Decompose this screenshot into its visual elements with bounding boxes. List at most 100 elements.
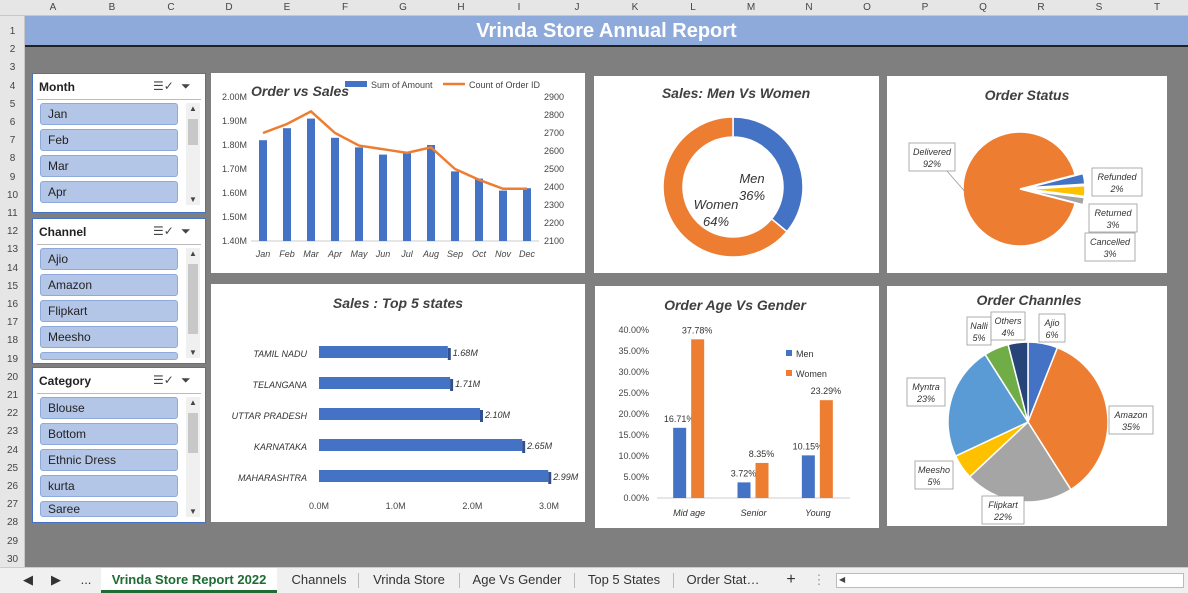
horizontal-scrollbar[interactable]: ◀: [836, 573, 1184, 588]
multi-select-icon[interactable]: ☰✓: [153, 373, 174, 387]
clear-filter-icon[interactable]: ⏷: [181, 373, 191, 387]
slicer-item-bottom[interactable]: Bottom: [40, 423, 178, 445]
row-header-5[interactable]: 5: [9, 98, 16, 110]
category-scrollbar[interactable]: ▲ ▼: [186, 397, 200, 517]
row-header-14[interactable]: 14: [6, 262, 19, 274]
column-header-a[interactable]: A: [49, 2, 57, 13]
slicer-item-blouse[interactable]: Blouse: [40, 397, 178, 419]
tab-order-status[interactable]: Order Stat…: [686, 572, 760, 587]
scroll-down-icon[interactable]: ▼: [189, 195, 197, 204]
row-header-25[interactable]: 25: [6, 462, 19, 474]
column-header-g[interactable]: G: [399, 2, 407, 13]
slicer-item-meesho[interactable]: Meesho: [40, 326, 178, 348]
clear-filter-icon[interactable]: ⏷: [181, 79, 191, 93]
order-vs-sales-chart[interactable]: Order vs Sales Sum of Amount Count of Orde…: [211, 73, 585, 273]
tab-top-5-states[interactable]: Top 5 States: [587, 572, 661, 587]
row-header-10[interactable]: 10: [6, 189, 19, 201]
tab-split-handle[interactable]: ⋮: [812, 572, 826, 587]
row-header-26[interactable]: 26: [6, 481, 19, 492]
scroll-thumb[interactable]: [188, 413, 198, 453]
column-header-j[interactable]: J: [574, 2, 580, 13]
column-header-k[interactable]: K: [631, 2, 639, 13]
column-header-b[interactable]: B: [108, 2, 116, 13]
row-header-18[interactable]: 18: [6, 335, 19, 347]
channel-slicer[interactable]: Channel ☰✓ ⏷ Ajio Amazon Flipkart Meesho…: [32, 218, 206, 364]
row-header-29[interactable]: 29: [6, 535, 19, 547]
scroll-up-icon[interactable]: ▲: [189, 249, 197, 258]
row-header-4[interactable]: 4: [9, 80, 16, 92]
multi-select-icon[interactable]: ☰✓: [153, 79, 174, 93]
row-header-11[interactable]: 11: [7, 208, 18, 219]
tab-age-vs-gender[interactable]: Age Vs Gender: [472, 572, 562, 587]
row-header-8[interactable]: 8: [9, 153, 16, 165]
men-vs-women-chart[interactable]: Sales: Men Vs Women Men 36% Women 64%: [594, 76, 879, 273]
scroll-left-icon[interactable]: ◀: [839, 575, 846, 584]
row-header-15[interactable]: 15: [6, 280, 19, 292]
scroll-down-icon[interactable]: ▼: [189, 507, 197, 516]
row-header-20[interactable]: 20: [6, 371, 19, 383]
row-header-2[interactable]: 2: [9, 44, 16, 56]
tab-vrinda-store[interactable]: Vrinda Store: [373, 572, 445, 587]
row-header-1[interactable]: 1: [9, 26, 16, 37]
slicer-item-feb[interactable]: Feb: [40, 129, 178, 151]
row-header-9[interactable]: 9: [9, 171, 16, 183]
row-header-6[interactable]: 6: [9, 117, 16, 128]
channel-scrollbar[interactable]: ▲ ▼: [186, 248, 200, 358]
slicer-item-kurta[interactable]: kurta: [40, 475, 178, 497]
column-header-c[interactable]: C: [167, 2, 175, 13]
more-sheets-button[interactable]: ...: [80, 572, 92, 587]
slicer-item-apr[interactable]: Apr: [40, 181, 178, 203]
slicer-item-mar[interactable]: Mar: [40, 155, 178, 177]
tab-channels[interactable]: Channels: [291, 572, 347, 587]
row-header-16[interactable]: 16: [6, 299, 19, 310]
column-header-p[interactable]: P: [921, 2, 929, 13]
column-header-r[interactable]: R: [1037, 2, 1045, 13]
column-header-f[interactable]: F: [341, 2, 349, 13]
column-header-o[interactable]: O: [863, 2, 871, 13]
month-scrollbar[interactable]: ▲ ▼: [186, 103, 200, 205]
slicer-item-partial[interactable]: [40, 352, 178, 360]
row-header-12[interactable]: 12: [6, 226, 19, 238]
row-header-19[interactable]: 19: [6, 353, 19, 365]
next-sheet-icon[interactable]: ▶: [51, 572, 61, 587]
column-header-s[interactable]: S: [1095, 2, 1103, 13]
column-header-m[interactable]: M: [746, 2, 756, 13]
column-header-t[interactable]: T: [1153, 2, 1161, 13]
row-header-23[interactable]: 23: [6, 426, 19, 438]
column-header-q[interactable]: Q: [979, 2, 987, 13]
column-header-i[interactable]: I: [517, 2, 521, 13]
order-status-chart[interactable]: Order Status Delivered 92% Refunded 2% Return…: [887, 76, 1167, 273]
scroll-up-icon[interactable]: ▲: [189, 104, 197, 113]
row-header-24[interactable]: 24: [6, 444, 19, 456]
clear-filter-icon[interactable]: ⏷: [181, 224, 191, 238]
month-slicer[interactable]: Month ☰✓ ⏷ Jan Feb Mar Apr ▲ ▼: [32, 73, 206, 213]
category-slicer[interactable]: Category ☰✓ ⏷ Blouse Bottom Ethnic Dress…: [32, 367, 206, 523]
column-header-e[interactable]: E: [283, 2, 291, 13]
order-channels-chart[interactable]: Order Channles Ajio 6% Amazon 35% Flipkart 22%…: [887, 286, 1167, 526]
column-header-n[interactable]: N: [805, 2, 813, 13]
row-header-22[interactable]: 22: [6, 408, 19, 420]
row-header-30[interactable]: 30: [6, 553, 19, 565]
top-states-chart[interactable]: Sales : Top 5 states TAMIL NADU 1.68M TELAN…: [211, 284, 585, 522]
column-header-l[interactable]: L: [690, 2, 696, 13]
row-header-7[interactable]: 7: [9, 135, 16, 147]
slicer-item-ethnic-dress[interactable]: Ethnic Dress: [40, 449, 178, 471]
scroll-up-icon[interactable]: ▲: [189, 398, 197, 407]
age-vs-gender-chart[interactable]: Order Age Vs Gender 40.00% 35.00% 30.00% 25.…: [595, 286, 879, 528]
tab-vrinda-store-report-2022[interactable]: Vrinda Store Report 2022: [101, 568, 277, 593]
slicer-item-amazon[interactable]: Amazon: [40, 274, 178, 296]
row-header-17[interactable]: 17: [6, 317, 19, 329]
slicer-item-jan[interactable]: Jan: [40, 103, 178, 125]
slicer-item-flipkart[interactable]: Flipkart: [40, 300, 178, 322]
scroll-down-icon[interactable]: ▼: [189, 348, 197, 357]
column-header-h[interactable]: H: [457, 2, 465, 13]
row-header-21[interactable]: 21: [6, 390, 19, 401]
column-header-d[interactable]: D: [225, 2, 233, 13]
scroll-thumb[interactable]: [188, 264, 198, 334]
slicer-item-saree[interactable]: Saree: [40, 501, 178, 517]
row-header-27[interactable]: 27: [6, 499, 19, 511]
multi-select-icon[interactable]: ☰✓: [153, 224, 174, 238]
row-header-3[interactable]: 3: [9, 62, 16, 74]
add-sheet-button[interactable]: +: [786, 571, 796, 588]
slicer-item-ajio[interactable]: Ajio: [40, 248, 178, 270]
